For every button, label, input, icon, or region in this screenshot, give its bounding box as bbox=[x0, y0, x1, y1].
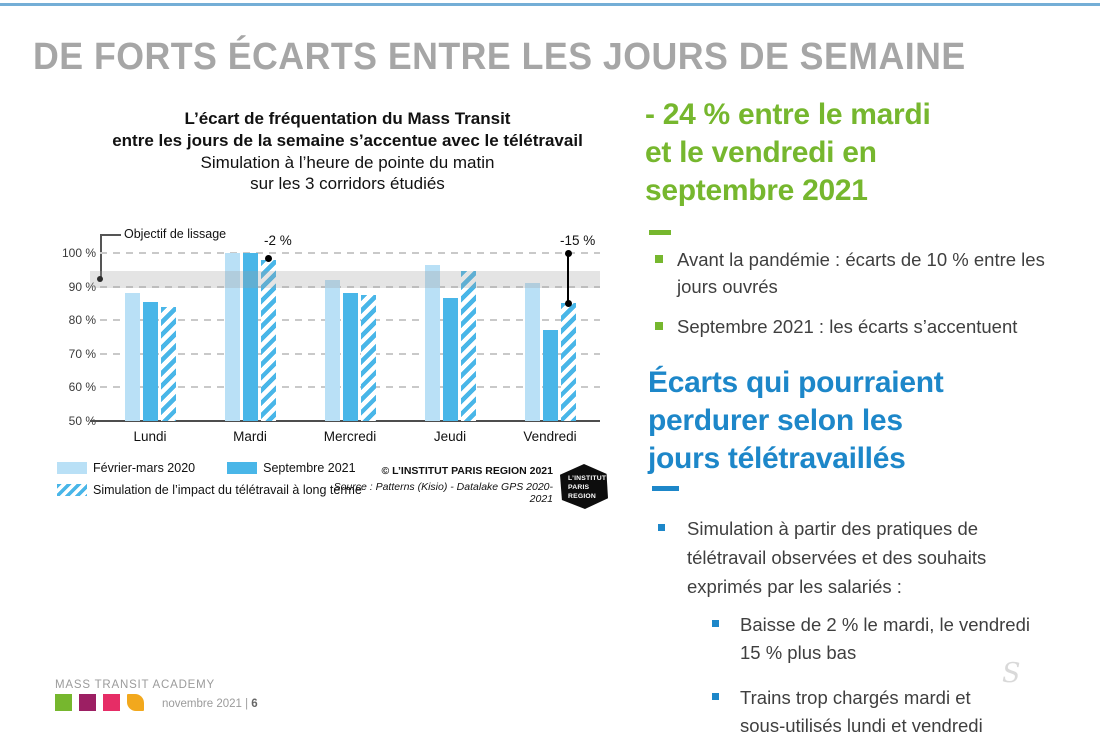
bar-hatched-lundi bbox=[160, 306, 176, 421]
gridline bbox=[100, 285, 600, 288]
footer-page-number: 6 bbox=[251, 698, 258, 710]
footer-date: novembre 2021 | bbox=[162, 698, 252, 710]
source-text: Source : Patterns (Kisio) - Datalake GPS… bbox=[333, 481, 553, 505]
x-axis-label: Vendredi bbox=[523, 429, 577, 444]
y-tick-label: 60 % bbox=[68, 380, 96, 395]
gridline bbox=[100, 252, 600, 254]
target-band-label: Objectif de lissage bbox=[124, 227, 227, 241]
legend-item-fevrier-mars-2020: Février-mars 2020 bbox=[57, 461, 195, 475]
bar-light-lundi bbox=[124, 293, 140, 421]
plot-area: -2 % -15 % bbox=[90, 233, 600, 422]
bar-light-mardi bbox=[224, 253, 240, 421]
annotation-dot bbox=[564, 249, 572, 257]
chart-credit: © L’INSTITUT PARIS REGION 2021 Source : … bbox=[325, 465, 553, 505]
bar-hatched-mardi bbox=[260, 259, 276, 421]
watermark: S bbox=[1002, 658, 1021, 689]
bar-light-mercredi bbox=[324, 279, 340, 421]
legend-swatch-solid-icon bbox=[227, 462, 258, 474]
target-band bbox=[90, 271, 600, 289]
blue-heading-underline bbox=[652, 486, 679, 491]
x-axis-label: Mardi bbox=[233, 429, 267, 444]
institut-paris-region-logo: L’INSTITUT PARIS REGION bbox=[560, 464, 608, 509]
y-tick-label: 100 % bbox=[61, 246, 96, 260]
bullet-text: Simulation à partir des pratiques de télé… bbox=[687, 518, 987, 597]
footer-brand: MASS TRANSIT ACADEMY bbox=[55, 679, 215, 691]
green-heading-underline bbox=[649, 230, 671, 235]
target-band-callout-dot bbox=[97, 276, 103, 282]
bar-solid-jeudi bbox=[442, 298, 458, 421]
chart-legend: Février-mars 2020 Septembre 2021 Simulat… bbox=[57, 461, 394, 505]
copyright-text: © L’INSTITUT PARIS REGION 2021 bbox=[381, 465, 554, 477]
annotation-label: -15 % bbox=[560, 233, 596, 248]
blue-bullet-item: Simulation à partir des pratiques de télé… bbox=[658, 514, 1030, 601]
chart-title: L’écart de fréquentation du Mass Transit… bbox=[60, 108, 635, 195]
bullet-square-icon bbox=[655, 322, 663, 330]
x-axis-label: Lundi bbox=[133, 429, 167, 444]
bullet-item: Avant la pandémie : écarts de 10 % entre… bbox=[655, 246, 1075, 300]
bullet-square-icon bbox=[712, 693, 719, 700]
target-band-callout-line bbox=[100, 234, 121, 236]
green-heading: - 24 % entre le mardi et le vendredi en se… bbox=[645, 98, 931, 207]
footer-square-icon bbox=[79, 694, 96, 711]
bullet-text: Baisse de 2 % le mardi, le vendredi 15 % … bbox=[740, 614, 1030, 663]
legend-item-simulation: Simulation de l’impact du télétravail à … bbox=[57, 483, 362, 497]
annotation-dot bbox=[264, 254, 272, 262]
legend-label: Simulation de l’impact du télétravail à … bbox=[93, 483, 362, 497]
annotation-dot bbox=[564, 299, 572, 307]
legend-swatch-light-icon bbox=[57, 462, 87, 474]
logo-line: PARIS bbox=[568, 483, 590, 491]
slide-title: DE FORTS ÉCARTS ENTRE LES JOURS DE SEMAI… bbox=[33, 36, 966, 78]
bullet-square-icon bbox=[658, 524, 665, 531]
bar-solid-vendredi bbox=[542, 330, 558, 421]
bar-solid-mercredi bbox=[342, 293, 358, 421]
green-bullet-list: Avant la pandémie : écarts de 10 % entre… bbox=[655, 246, 1075, 353]
bar-light-vendredi bbox=[524, 283, 540, 421]
annotation-label: -2 % bbox=[264, 233, 292, 248]
bullet-item: Septembre 2021 : les écarts s’accentuent bbox=[655, 313, 1075, 340]
legend-item-septembre-2021: Septembre 2021 bbox=[227, 461, 356, 475]
bar-hatched-jeudi bbox=[460, 271, 476, 421]
legend-label: Septembre 2021 bbox=[263, 461, 356, 475]
footer-square-icon bbox=[55, 694, 72, 711]
bullet-square-icon bbox=[712, 620, 719, 627]
bullet-square-icon bbox=[655, 255, 663, 263]
bar-hatched-vendredi bbox=[560, 303, 576, 421]
blue-heading: Écarts qui pourraient perdurer selon les j… bbox=[648, 366, 944, 475]
footer-square-icon bbox=[103, 694, 120, 711]
bullet-text: Avant la pandémie : écarts de 10 % entre… bbox=[677, 249, 1045, 297]
y-tick-label: 80 % bbox=[68, 313, 96, 328]
bullet-text: Septembre 2021 : les écarts s’accentuent bbox=[677, 316, 1018, 337]
chart-subtitle: Simulation à l’heure de pointe du matin s… bbox=[200, 152, 495, 194]
x-axis-label: Jeudi bbox=[433, 429, 467, 444]
logo-line: L’INSTITUT bbox=[568, 475, 607, 482]
x-axis-labels: Lundi Mardi Mercredi Jeudi Vendredi bbox=[100, 429, 600, 444]
annotation-range-line bbox=[567, 253, 569, 304]
logo-line: REGION bbox=[568, 492, 597, 500]
x-axis-label: Mercredi bbox=[323, 429, 377, 444]
y-tick-label: 70 % bbox=[68, 346, 96, 361]
footer-square-icon bbox=[127, 694, 144, 711]
bar-solid-lundi bbox=[142, 301, 158, 421]
bar-light-jeudi bbox=[424, 264, 440, 421]
footer-logo-squares bbox=[55, 694, 144, 711]
bullet-item: Trains trop chargés mardi et sous-utilisé… bbox=[712, 684, 1072, 740]
legend-swatch-hatched-icon bbox=[57, 484, 87, 496]
top-accent-line bbox=[0, 3, 1100, 6]
bullet-item: Baisse de 2 % le mardi, le vendredi 15 % … bbox=[712, 611, 1072, 667]
footer-date-page: novembre 2021 | 6 bbox=[162, 698, 258, 710]
bar-solid-mardi bbox=[242, 253, 258, 421]
y-axis: 100 % 90 % 80 % 70 % 60 % 50 % bbox=[56, 246, 96, 428]
sub-bullet-list: Baisse de 2 % le mardi, le vendredi 15 % … bbox=[712, 611, 1072, 755]
y-tick-label: 50 % bbox=[68, 414, 96, 428]
bar-hatched-mercredi bbox=[360, 295, 376, 421]
target-band-callout-line bbox=[100, 234, 102, 279]
y-tick-label: 90 % bbox=[68, 279, 96, 294]
chart-title-bold: L’écart de fréquentation du Mass Transit… bbox=[112, 109, 583, 150]
bullet-text: Trains trop chargés mardi et sous-utilisé… bbox=[740, 687, 983, 736]
legend-label: Février-mars 2020 bbox=[93, 461, 196, 475]
